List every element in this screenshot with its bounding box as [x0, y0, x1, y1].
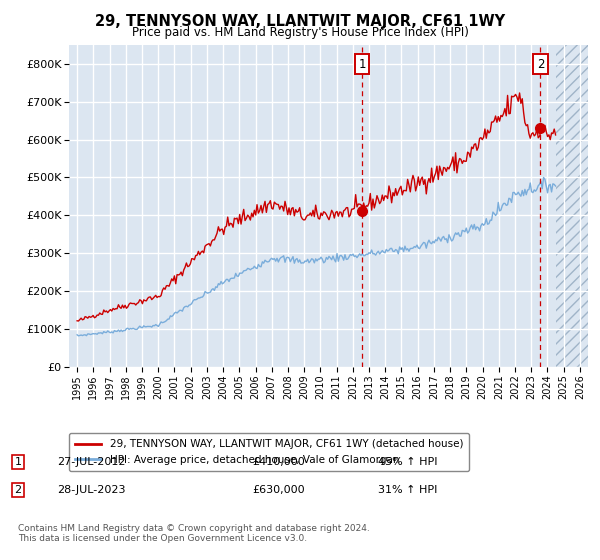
- Text: 29, TENNYSON WAY, LLANTWIT MAJOR, CF61 1WY: 29, TENNYSON WAY, LLANTWIT MAJOR, CF61 1…: [95, 14, 505, 29]
- Text: £410,000: £410,000: [252, 457, 305, 467]
- Text: 28-JUL-2023: 28-JUL-2023: [57, 485, 125, 495]
- Text: Price paid vs. HM Land Registry's House Price Index (HPI): Price paid vs. HM Land Registry's House …: [131, 26, 469, 39]
- Text: 45% ↑ HPI: 45% ↑ HPI: [378, 457, 437, 467]
- Text: 27-JUL-2012: 27-JUL-2012: [57, 457, 125, 467]
- Text: 2: 2: [14, 485, 22, 495]
- Text: 2: 2: [537, 58, 544, 71]
- Text: £630,000: £630,000: [252, 485, 305, 495]
- Text: Contains HM Land Registry data © Crown copyright and database right 2024.
This d: Contains HM Land Registry data © Crown c…: [18, 524, 370, 543]
- Text: 31% ↑ HPI: 31% ↑ HPI: [378, 485, 437, 495]
- Text: 1: 1: [358, 58, 366, 71]
- Bar: [556, 45, 600, 367]
- Text: 1: 1: [14, 457, 22, 467]
- Legend: 29, TENNYSON WAY, LLANTWIT MAJOR, CF61 1WY (detached house), HPI: Average price,: 29, TENNYSON WAY, LLANTWIT MAJOR, CF61 1…: [69, 433, 469, 471]
